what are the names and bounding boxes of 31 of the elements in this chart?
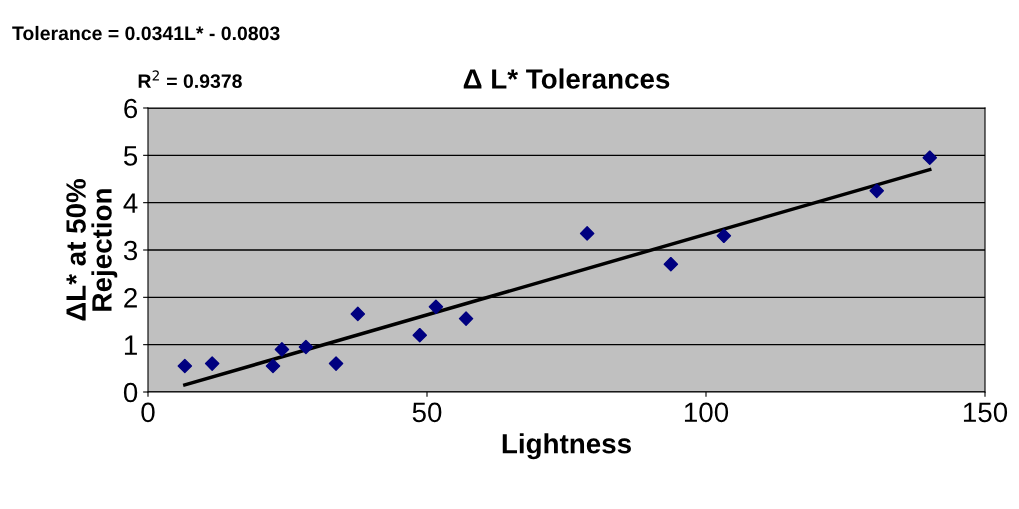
y-tick-label: 3 <box>123 240 138 261</box>
point <box>412 327 428 343</box>
x-axis-title: Lightness <box>502 433 631 460</box>
point <box>265 358 281 374</box>
y-tick-label: 4 <box>123 193 138 213</box>
point <box>922 150 938 165</box>
y-axis-title: ΔL* at 50% Rejection <box>66 178 118 321</box>
point <box>177 358 193 374</box>
point <box>663 256 679 272</box>
chart-title: Δ L* Tolerances <box>463 68 670 89</box>
text: R$^{2}$ = 0.9378 <box>138 70 242 89</box>
y-tick-label: 1 <box>124 335 137 355</box>
y-tick-label: 2 <box>124 288 137 308</box>
point <box>298 339 314 355</box>
point <box>274 342 290 357</box>
y-tick-label: 5 <box>123 146 138 166</box>
x-tick-label: 150 <box>963 402 1008 423</box>
x-tick-label: 50 <box>412 402 442 423</box>
point <box>716 228 732 244</box>
x-tick-label: 0 <box>141 402 155 423</box>
point <box>869 183 885 199</box>
point <box>458 311 474 326</box>
point <box>328 356 344 371</box>
point <box>579 226 595 241</box>
x-tick-label: 100 <box>684 402 729 423</box>
point <box>204 356 220 371</box>
point <box>428 299 444 315</box>
y-tick-label: 0 <box>123 382 138 403</box>
y-tick-label: 6 <box>124 98 138 119</box>
text: Tolerance = 0.0341L* - 0.0803 <box>12 25 280 41</box>
point <box>350 306 366 322</box>
